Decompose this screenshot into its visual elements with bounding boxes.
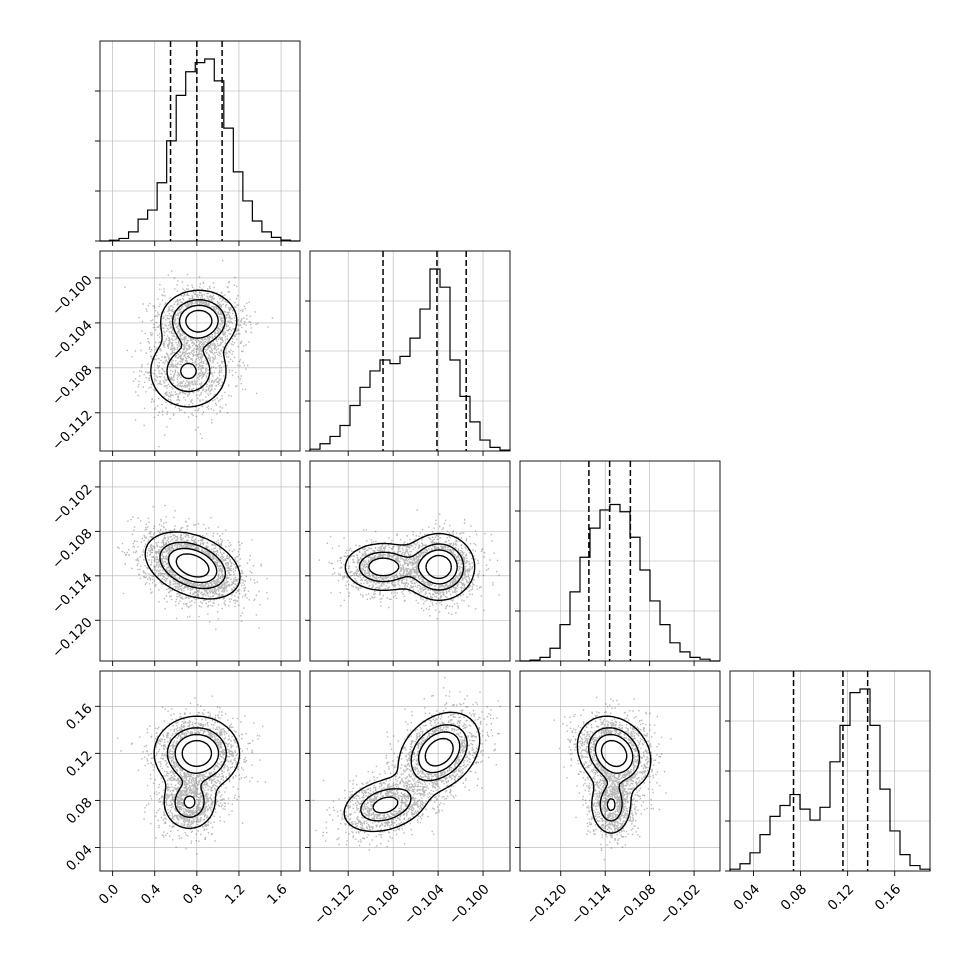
pair-1-3-frame: [309, 670, 511, 872]
x-tick-label-2-3: −0.102: [657, 881, 704, 928]
pair-1-2-contour-2: [368, 549, 458, 585]
pair-1-2-contour-0: [344, 532, 476, 601]
x-tick-label-0-4: 1.6: [264, 881, 291, 908]
pair-0-3-contour-2: [174, 733, 220, 809]
pair-0-3-frame: [99, 670, 301, 872]
y-tick-label-2-1: −0.114: [49, 570, 96, 617]
y-tick-label-2-2: −0.108: [49, 526, 96, 573]
y-tick-label-1-1: −0.108: [49, 362, 96, 409]
y-tick-label-3-2: 0.12: [63, 748, 96, 781]
x-tick-label-1-1: −0.108: [356, 881, 403, 928]
pair-1-3-contour-1: [360, 724, 468, 822]
x-tick-label-3-3: 0.16: [872, 881, 905, 914]
hist-2-steps: [520, 503, 720, 662]
pair-0-3-contour-3: [181, 739, 213, 768]
hist-panel-3: [725, 670, 931, 876]
hist-panel-0: [95, 40, 301, 246]
pair-2-3-contour-1: [588, 727, 641, 822]
pair-0-2-samples: [117, 504, 269, 630]
pair-1-2-frame: [309, 460, 511, 662]
hist-panel-1: [305, 250, 511, 456]
x-tick-label-1-3: −0.100: [446, 881, 493, 928]
pair-panel-2-3: [515, 670, 721, 876]
pair-1-3-samples: [312, 677, 501, 851]
pair-panel-0-1: [95, 250, 301, 456]
pair-0-1-samples: [124, 259, 274, 448]
hist-3-steps: [729, 688, 931, 871]
hist-1-frame: [309, 250, 511, 452]
y-tick-label-1-2: −0.104: [49, 317, 96, 364]
pair-2-3-contour-2: [594, 733, 634, 812]
x-tick-label-3-2: 0.12: [825, 881, 858, 914]
y-tick-label-3-1: 0.08: [63, 795, 96, 828]
y-tick-label-2-3: −0.102: [49, 481, 96, 528]
hist-1-steps: [309, 268, 511, 451]
pair-1-2-contour-3: [425, 554, 452, 580]
pair-1-3-contour-2: [372, 731, 461, 814]
pair-2-3-samples: [553, 696, 672, 861]
x-tick-label-3-0: 0.04: [731, 881, 764, 914]
pair-1-3-contour-3: [424, 737, 454, 767]
x-tick-label-0-2: 0.8: [180, 881, 207, 908]
hist-2-frame: [519, 460, 721, 662]
pair-0-1-contour-0: [150, 289, 238, 408]
pair-2-3-contour-0: [576, 715, 652, 834]
pair-0-1-contour-3: [185, 309, 213, 333]
pair-0-1-contour-2: [178, 304, 219, 380]
pair-1-2-contour-1: [358, 543, 465, 591]
pair-panel-1-2: [305, 460, 511, 666]
y-tick-label-3-0: 0.04: [63, 842, 96, 875]
pair-0-2-frame: [99, 460, 301, 662]
x-tick-label-3-1: 0.08: [778, 881, 811, 914]
pair-0-2-contour-3: [175, 553, 210, 578]
hist-panel-2: [515, 460, 721, 666]
pair-0-2-contour-0: [144, 531, 241, 600]
pair-0-1-contour-1: [166, 299, 226, 393]
y-tick-label-1-0: −0.112: [49, 407, 96, 454]
x-tick-label-2-0: −0.120: [524, 881, 571, 928]
hist-0-frame: [99, 40, 301, 242]
x-tick-label-1-2: −0.104: [401, 881, 448, 928]
pair-0-2-contour-2: [167, 547, 218, 584]
pair-panel-0-2: [95, 460, 301, 666]
x-tick-label-0-3: 1.2: [222, 881, 249, 908]
y-tick-label-3-3: 0.16: [63, 701, 96, 734]
pair-1-3-contour-0: [343, 711, 481, 833]
y-tick-label-2-0: −0.120: [49, 615, 96, 662]
pair-0-3-contour-1: [166, 727, 227, 818]
pair-2-3-frame: [519, 670, 721, 872]
pair-0-3-contour-0: [153, 715, 241, 830]
pair-0-1-frame: [99, 250, 301, 452]
x-tick-label-2-1: −0.114: [568, 881, 615, 928]
x-tick-label-2-2: −0.108: [613, 881, 660, 928]
hist-0-steps: [100, 58, 300, 242]
pair-panel-0-3: [95, 670, 301, 876]
pair-2-3-contour-3: [600, 739, 628, 768]
pair-1-2-samples: [318, 509, 500, 620]
x-tick-label-1-0: −0.112: [311, 881, 358, 928]
pair-0-3-samples: [116, 695, 267, 855]
x-tick-label-0-0: 0.0: [96, 881, 123, 908]
y-tick-label-1-3: −0.100: [49, 272, 96, 319]
pair-panel-1-3: [305, 670, 511, 876]
pair-0-2-contour-1: [159, 541, 227, 590]
hist-3-frame: [729, 670, 931, 872]
x-tick-label-0-1: 0.4: [138, 881, 165, 908]
